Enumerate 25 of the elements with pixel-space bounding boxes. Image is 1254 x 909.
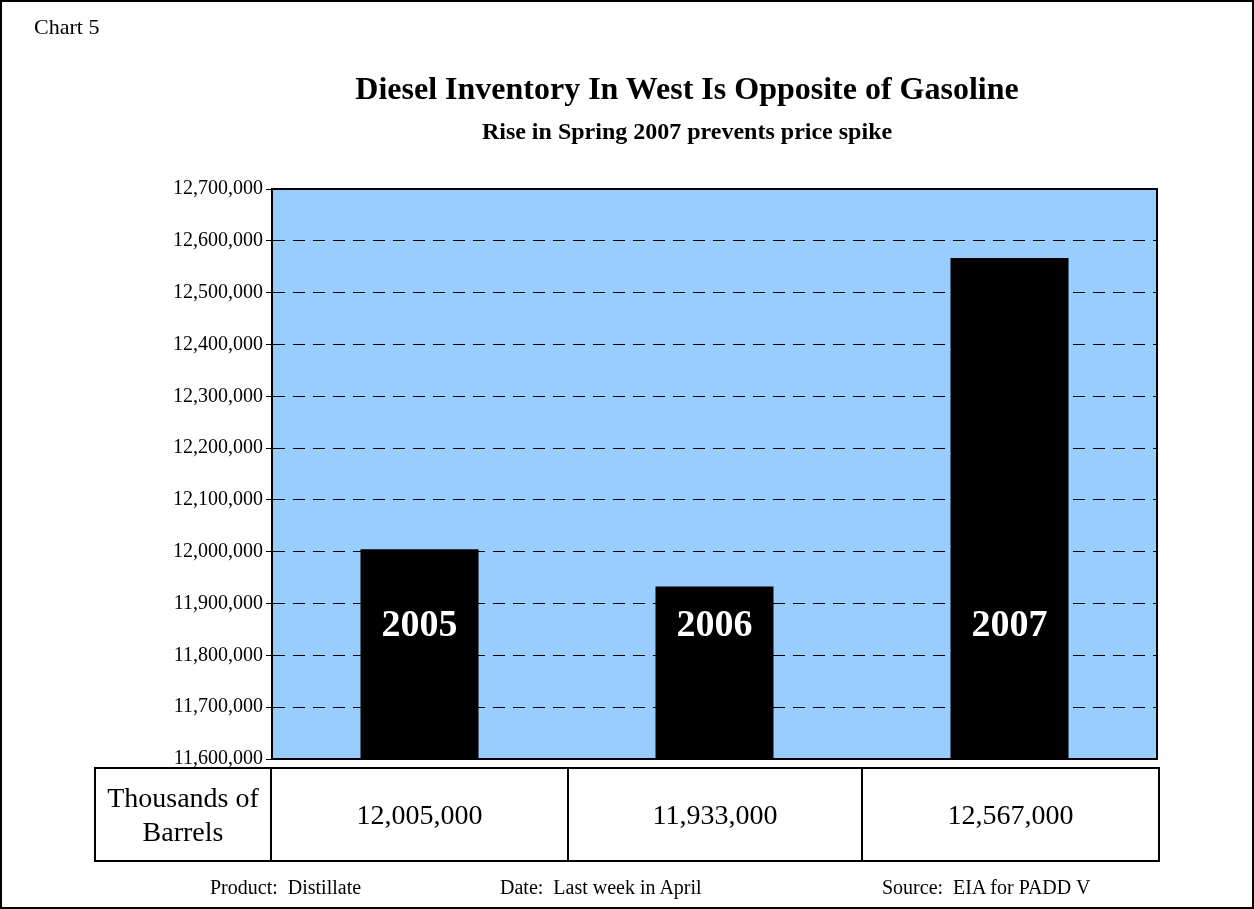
source-note: Source: EIA for PADD V	[882, 876, 1091, 899]
x-tick-label: 2007	[971, 601, 1048, 644]
data-label: 12,567,000	[862, 768, 1159, 861]
y-tick-label: 12,400,000	[173, 331, 263, 354]
text: Date: Last week in April	[500, 876, 702, 899]
y-tick-label: 11,900,000	[173, 590, 263, 613]
y-tick-label: 11,700,000	[173, 694, 263, 717]
text: Product: Distillate	[210, 876, 362, 899]
y-axis-title: Thousands of Barrels	[95, 768, 271, 861]
y-tick-label: 12,600,000	[173, 228, 263, 251]
y-tick-label: 12,200,000	[173, 435, 263, 458]
y-tick-label: 12,300,000	[173, 383, 263, 406]
y-tick-label: 12,700,000	[173, 176, 263, 199]
y-tick-label: 12,000,000	[173, 538, 263, 561]
chart-title: Diesel Inventory In West Is Opposite of Gasoline	[354, 70, 1020, 107]
x-tick-label: 2005	[381, 601, 458, 644]
y-tick-label: 12,100,000	[173, 487, 263, 510]
caption: Chart 5	[34, 14, 100, 40]
data-label: 12,005,000	[271, 768, 568, 861]
y-tick-label: 11,600,000	[173, 746, 263, 769]
x-tick-label: 2006	[676, 601, 753, 644]
y-tick-label: 11,800,000	[173, 642, 263, 665]
y-tick-label: 12,500,000	[173, 279, 263, 302]
data-label: 11,933,000	[567, 768, 863, 861]
chart-subtitle: Rise in Spring 2007 prevents price spike	[480, 118, 894, 145]
